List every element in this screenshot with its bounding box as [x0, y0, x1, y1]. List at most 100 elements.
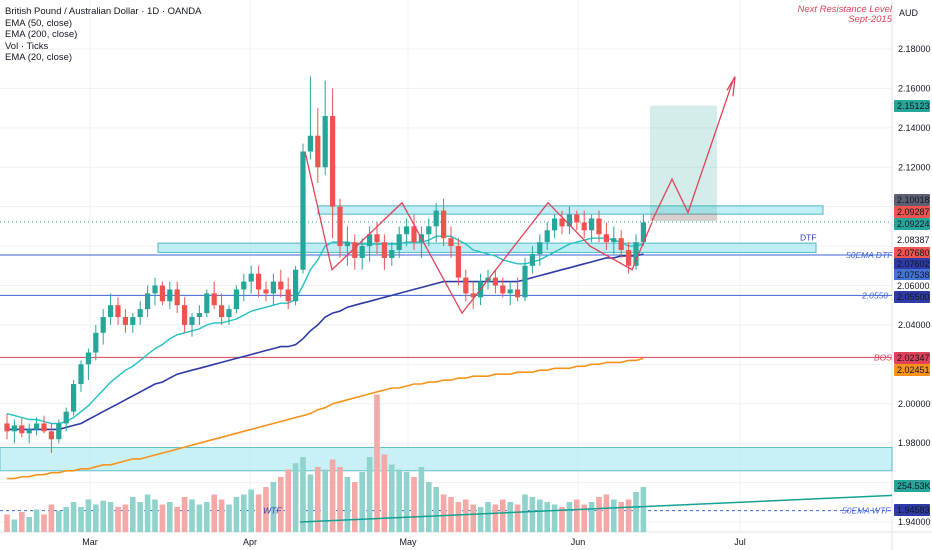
resistance-note: Next Resistance Level Sept-2015 [797, 5, 892, 25]
candle-body [300, 151, 306, 270]
volume-bar [507, 502, 513, 532]
price-label-text: 2.08387 [897, 235, 930, 245]
volume-bar [433, 487, 439, 532]
volume-bar [285, 469, 291, 532]
price-label-text: 2.02347 [897, 353, 930, 363]
price-label: 254.53K [894, 480, 931, 492]
wtf-label: WTF [263, 506, 282, 516]
volume-bar [107, 502, 114, 532]
volume-bar [4, 514, 10, 532]
candle-body [426, 226, 432, 235]
volume-bar [322, 469, 328, 532]
candle-body [455, 246, 461, 278]
price-label-bg [894, 234, 930, 246]
candle-body [603, 234, 609, 243]
candle-body [19, 425, 25, 434]
y-tick-label: 2.04000 [898, 320, 931, 330]
price-label: 2.09287 [894, 206, 930, 218]
price-label-bg [894, 269, 930, 281]
candle-body [559, 218, 565, 227]
volume-bar [470, 504, 476, 532]
candle-body [100, 317, 106, 333]
y-tick-label: 2.12000 [898, 162, 931, 172]
candle-body [159, 285, 165, 302]
volume-bar [159, 504, 166, 532]
candle-body [596, 218, 602, 235]
volume-bar [174, 507, 180, 532]
candle-body [344, 242, 350, 247]
candle-body [352, 242, 358, 258]
price-label-text: 2.07680 [897, 248, 930, 258]
candle-body [492, 277, 498, 286]
candle-body [448, 238, 454, 247]
volume-bar [78, 507, 84, 532]
candle-body [589, 218, 595, 231]
dtf-label: DTF [800, 233, 817, 243]
candle-body [196, 313, 202, 318]
candle-body [307, 135, 313, 152]
x-tick-label: May [399, 537, 417, 547]
price-label-bg [894, 480, 930, 492]
candle-body [404, 226, 410, 235]
currency-label[interactable]: AUD [898, 8, 918, 18]
price-label: 2.09224 [894, 218, 930, 230]
volume-bar [374, 394, 380, 532]
price-label: 2.07680 [894, 247, 930, 259]
candle-body [241, 281, 247, 290]
dtf-zone [157, 242, 817, 253]
price-label-bg [894, 352, 930, 364]
volume-bar [63, 507, 69, 532]
volume-bars [4, 394, 647, 532]
volume-bar [522, 494, 528, 532]
price-label: 2.07602 [894, 258, 930, 270]
volume-bar [167, 502, 173, 532]
price-label-text: 2.09287 [897, 207, 930, 217]
volume-bar [144, 494, 151, 532]
price-label-text: 2.07538 [897, 270, 930, 280]
candle-body [278, 281, 284, 290]
candle-body [182, 305, 188, 325]
candle-body [248, 273, 254, 282]
volume-bar [33, 509, 40, 532]
legend-ema20: EMA (20, close) [5, 52, 73, 63]
candle-body [285, 289, 291, 302]
price-label-text: 2.07602 [897, 259, 930, 269]
ema-wtf-label: 50EMA WTF [842, 506, 891, 516]
volume-bar [189, 499, 195, 532]
candle-body [4, 423, 10, 432]
price-label-bg [894, 364, 930, 376]
volume-bar [544, 502, 550, 532]
candle-body [396, 234, 402, 251]
candle-body [529, 253, 535, 266]
price-label-bg [894, 258, 930, 270]
chart-legend: British Pound / Australian Dollar · 1D ·… [5, 6, 201, 64]
candle-body [463, 277, 469, 294]
candle-body [633, 242, 639, 266]
legend-volume: Vol · Ticks [5, 40, 49, 52]
volume-bar [181, 497, 188, 532]
candle-body [381, 242, 387, 258]
volume-bar [292, 463, 299, 532]
x-tick-label: Jul [734, 537, 746, 547]
candle-body [93, 332, 99, 353]
volume-bar [492, 504, 499, 532]
volume-bar [359, 472, 365, 532]
volume-bar [618, 502, 624, 532]
volume-bar [418, 467, 425, 532]
candle-body [411, 226, 417, 243]
price-label: 2.02347 [894, 352, 930, 364]
y-tick-label: 2.16000 [898, 83, 931, 93]
candle-body [152, 285, 158, 294]
volume-bar [329, 459, 336, 532]
candle-body [611, 238, 617, 243]
candle-body [441, 210, 447, 239]
candle-body [130, 317, 136, 325]
price-label-text: 2.05500 [897, 292, 930, 302]
volume-bar [352, 482, 358, 532]
price-label-bg [894, 247, 930, 259]
volume-bar [26, 517, 32, 532]
volume-bar [100, 500, 106, 532]
volume-bar [248, 489, 254, 532]
volume-bar [396, 469, 402, 532]
